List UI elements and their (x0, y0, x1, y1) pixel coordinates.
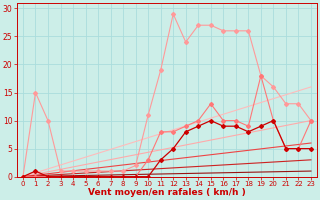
X-axis label: Vent moyen/en rafales ( km/h ): Vent moyen/en rafales ( km/h ) (88, 188, 246, 197)
